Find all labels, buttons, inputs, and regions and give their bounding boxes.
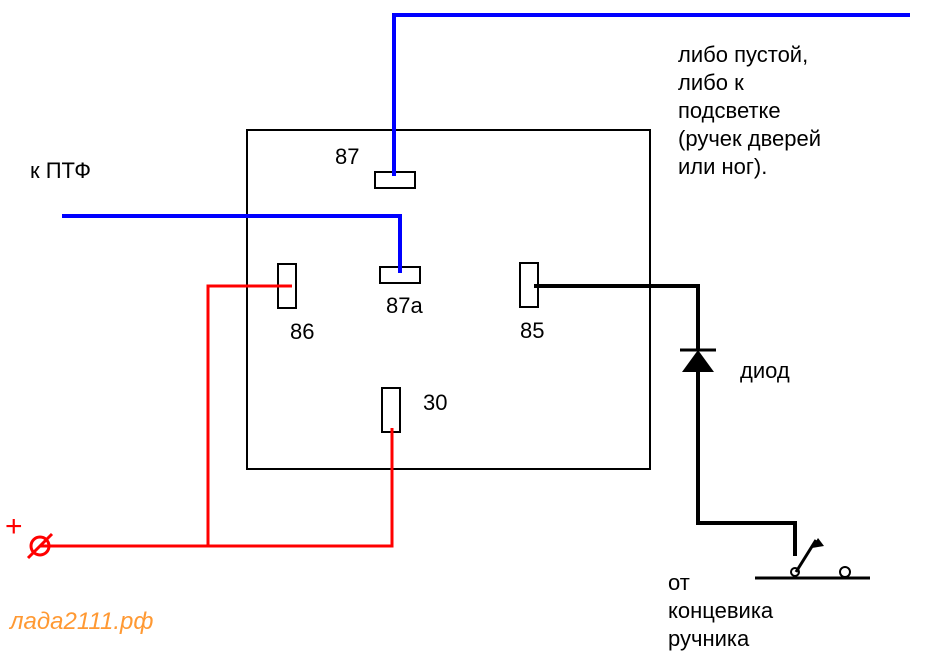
power-terminal [28, 534, 52, 558]
terminal-30 [382, 388, 400, 432]
handbrake-switch [755, 538, 870, 578]
wire-black-85-upper [534, 286, 698, 350]
label-87: 87 [335, 144, 359, 170]
label-top-right-2: подсветке [678, 98, 781, 124]
label-top-right-1: либо к [678, 70, 744, 96]
label-86: 86 [290, 319, 314, 345]
label-bottom-right-2: ручника [668, 626, 749, 652]
label-diode: диод [740, 358, 790, 384]
label-bottom-right-0: от [668, 570, 690, 596]
label-87a: 87a [386, 293, 423, 319]
circuit-diagram: к ПТФ 87 87a 86 85 30 либо пустой, либо … [0, 0, 927, 659]
watermark: лада2111.рф [10, 608, 153, 636]
label-top-right-0: либо пустой, [678, 42, 808, 68]
label-plus: + [5, 510, 23, 544]
label-ptf: к ПТФ [30, 158, 91, 184]
wire-red-86 [40, 286, 292, 546]
label-bottom-right-1: концевика [668, 598, 773, 624]
diagram-svg [0, 0, 927, 659]
label-30: 30 [423, 390, 447, 416]
label-top-right-4: или ног). [678, 154, 767, 180]
wire-blue-87 [394, 15, 910, 176]
wire-blue-87a [62, 216, 400, 273]
diode-symbol [680, 350, 716, 372]
label-85: 85 [520, 318, 544, 344]
label-top-right-3: (ручек дверей [678, 126, 821, 152]
relay-box [247, 130, 650, 469]
wire-black-85-lower [698, 372, 795, 556]
wire-red-30 [208, 428, 392, 546]
